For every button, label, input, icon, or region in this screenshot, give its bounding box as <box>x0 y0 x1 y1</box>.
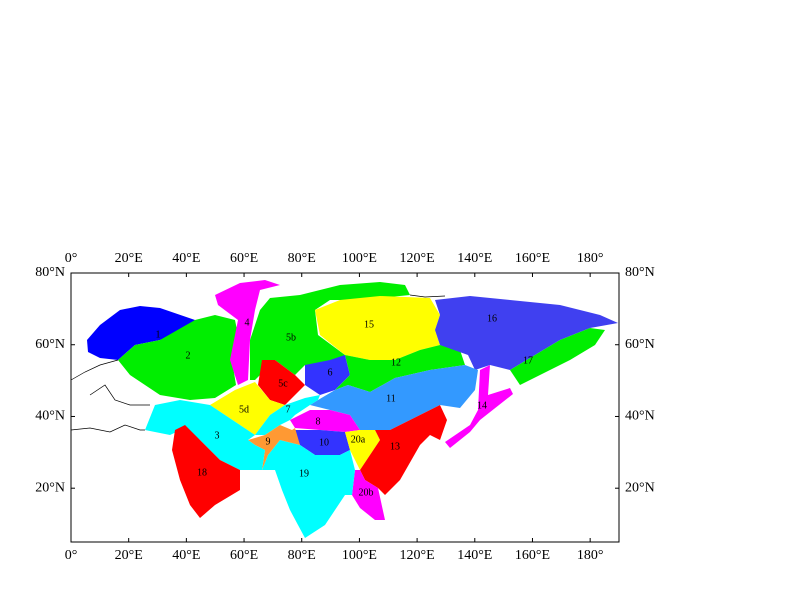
region <box>248 425 300 470</box>
region-label: 15 <box>364 319 374 330</box>
region-label: 3 <box>215 430 220 441</box>
region <box>87 306 195 360</box>
y-tick-label: 40°N <box>35 409 65 424</box>
x-tick-label: 140°E <box>457 251 492 266</box>
region <box>292 430 350 455</box>
region <box>215 280 280 385</box>
region <box>118 315 238 400</box>
map-frame <box>70 272 620 543</box>
x-tick-label: 100°E <box>342 548 377 563</box>
region-label: 17 <box>523 355 533 366</box>
region <box>510 328 605 385</box>
region-label: 5d <box>239 404 249 415</box>
y-tick-label: 20°N <box>35 480 65 495</box>
y-tick-label: 60°N <box>625 337 655 352</box>
x-tick-label: 0° <box>65 251 78 266</box>
region-label: 14 <box>477 400 487 411</box>
region-label: 6 <box>328 367 333 378</box>
coastline <box>89 384 150 406</box>
region <box>315 296 440 360</box>
region <box>290 410 360 432</box>
y-tick-label: 40°N <box>625 409 655 424</box>
region <box>445 365 513 448</box>
region <box>335 345 465 392</box>
x-tick-label: 60°E <box>230 548 258 563</box>
region-labels: 1 2 4 5b 15 16 17 12 6 5c 11 14 5d 7 8 3… <box>156 313 534 498</box>
regions <box>87 280 618 538</box>
y-tick-label: 80°N <box>35 265 65 280</box>
coastline <box>70 359 119 381</box>
region <box>345 430 380 470</box>
region <box>250 282 410 380</box>
region <box>360 405 447 495</box>
region <box>305 355 350 395</box>
region <box>262 440 355 538</box>
region-label: 13 <box>390 441 400 452</box>
region-label: 16 <box>487 313 497 324</box>
region <box>210 382 285 435</box>
region-label: 20b <box>359 487 374 498</box>
region <box>352 470 385 520</box>
region <box>310 365 478 430</box>
region-label: 12 <box>391 357 401 368</box>
region-label: 11 <box>386 393 396 404</box>
x-tick-label: 140°E <box>457 548 492 563</box>
region-label: 8 <box>316 416 321 427</box>
region-label: 5c <box>278 378 288 389</box>
x-tick-label: 120°E <box>400 251 435 266</box>
coastlines <box>70 294 446 433</box>
region <box>145 400 265 470</box>
y-tick-label: 20°N <box>625 480 655 495</box>
region-label: 10 <box>319 437 329 448</box>
y-tick-label: 80°N <box>625 265 655 280</box>
x-tick-label: 20°E <box>115 251 143 266</box>
x-tick-label: 180° <box>577 548 604 563</box>
region-label: 4 <box>245 317 250 328</box>
coastline <box>409 294 446 298</box>
region-label: 19 <box>299 468 309 479</box>
x-tick-label: 40°E <box>172 548 200 563</box>
region-label: 2 <box>186 350 191 361</box>
x-tick-label: 80°E <box>288 251 316 266</box>
x-tick-label: 80°E <box>288 548 316 563</box>
region-label: 9 <box>266 436 271 447</box>
y-tick-label: 60°N <box>35 337 65 352</box>
x-tick-label: 0° <box>65 548 78 563</box>
region-label: 7 <box>286 404 291 415</box>
region-label: 18 <box>197 467 207 478</box>
region-label: 20a <box>351 434 366 445</box>
coastline <box>70 424 145 433</box>
region <box>172 425 240 518</box>
region <box>255 395 320 435</box>
region-label: 1 <box>156 329 161 340</box>
x-tick-label: 160°E <box>515 251 550 266</box>
x-tick-label: 60°E <box>230 251 258 266</box>
x-tick-label: 160°E <box>515 548 550 563</box>
region <box>435 296 618 370</box>
region-label: 5b <box>286 332 296 343</box>
x-tick-label: 100°E <box>342 251 377 266</box>
x-tick-label: 20°E <box>115 548 143 563</box>
x-tick-label: 180° <box>577 251 604 266</box>
x-tick-label: 120°E <box>400 548 435 563</box>
region <box>258 360 305 405</box>
x-tick-label: 40°E <box>172 251 200 266</box>
